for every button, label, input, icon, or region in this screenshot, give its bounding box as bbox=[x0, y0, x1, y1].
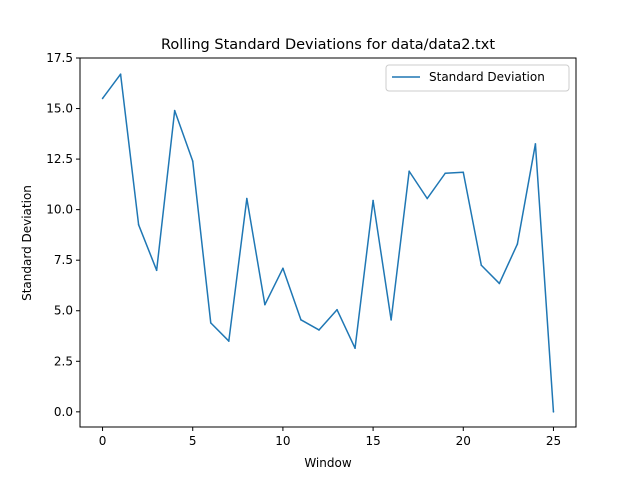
data-point bbox=[480, 264, 483, 267]
data-point bbox=[426, 197, 429, 200]
data-point bbox=[209, 322, 212, 324]
data-point bbox=[408, 170, 410, 173]
x-tick-label: 20 bbox=[456, 434, 471, 448]
data-point bbox=[282, 267, 284, 270]
x-tick-label: 0 bbox=[99, 434, 107, 448]
x-tick-label: 10 bbox=[275, 434, 290, 448]
data-point bbox=[119, 73, 122, 75]
x-axis: 0 5 10 15 20 25 bbox=[99, 427, 561, 448]
legend-label: Standard Deviation bbox=[429, 70, 545, 84]
y-tick-label: 0.0 bbox=[54, 405, 73, 419]
y-tick-label: 7.5 bbox=[54, 253, 73, 267]
data-point bbox=[264, 303, 266, 306]
data-point bbox=[191, 160, 194, 162]
data-point bbox=[372, 199, 374, 202]
data-point bbox=[228, 340, 230, 342]
y-tick-label: 15.0 bbox=[46, 102, 73, 116]
data-point bbox=[137, 224, 140, 226]
series-line bbox=[101, 73, 555, 412]
data-point bbox=[101, 97, 104, 100]
data-point bbox=[462, 171, 465, 174]
y-tick-label: 2.5 bbox=[54, 354, 73, 368]
y-axis: 0.0 2.5 5.0 7.5 10.0 12.5 15.0 17.5 bbox=[46, 51, 80, 419]
data-point bbox=[552, 411, 555, 413]
data-point bbox=[498, 282, 501, 285]
data-point bbox=[173, 109, 176, 112]
data-point bbox=[444, 172, 447, 175]
x-axis-label: Window bbox=[304, 456, 352, 470]
data-point bbox=[354, 347, 356, 349]
data-point bbox=[318, 329, 320, 331]
y-tick-label: 12.5 bbox=[46, 152, 73, 166]
axes-frame bbox=[79, 57, 577, 428]
legend-box bbox=[385, 64, 570, 92]
y-tick-label: 17.5 bbox=[46, 51, 73, 65]
legend: Standard Deviation bbox=[385, 64, 570, 92]
plot-area bbox=[101, 73, 555, 413]
data-point bbox=[300, 319, 302, 321]
data-point bbox=[246, 197, 248, 200]
x-tick-label: 15 bbox=[365, 434, 380, 448]
data-point bbox=[390, 319, 392, 321]
data-point bbox=[516, 243, 519, 245]
data-point bbox=[155, 269, 158, 272]
data-point bbox=[534, 143, 537, 145]
data-point bbox=[336, 308, 338, 311]
x-tick-label: 25 bbox=[546, 434, 561, 448]
y-tick-label: 10.0 bbox=[46, 203, 73, 217]
y-tick-label: 5.0 bbox=[54, 304, 73, 318]
chart-title: Rolling Standard Deviations for data/dat… bbox=[161, 37, 495, 53]
x-tick-label: 5 bbox=[189, 434, 197, 448]
y-axis-label: Standard Deviation bbox=[20, 185, 34, 301]
